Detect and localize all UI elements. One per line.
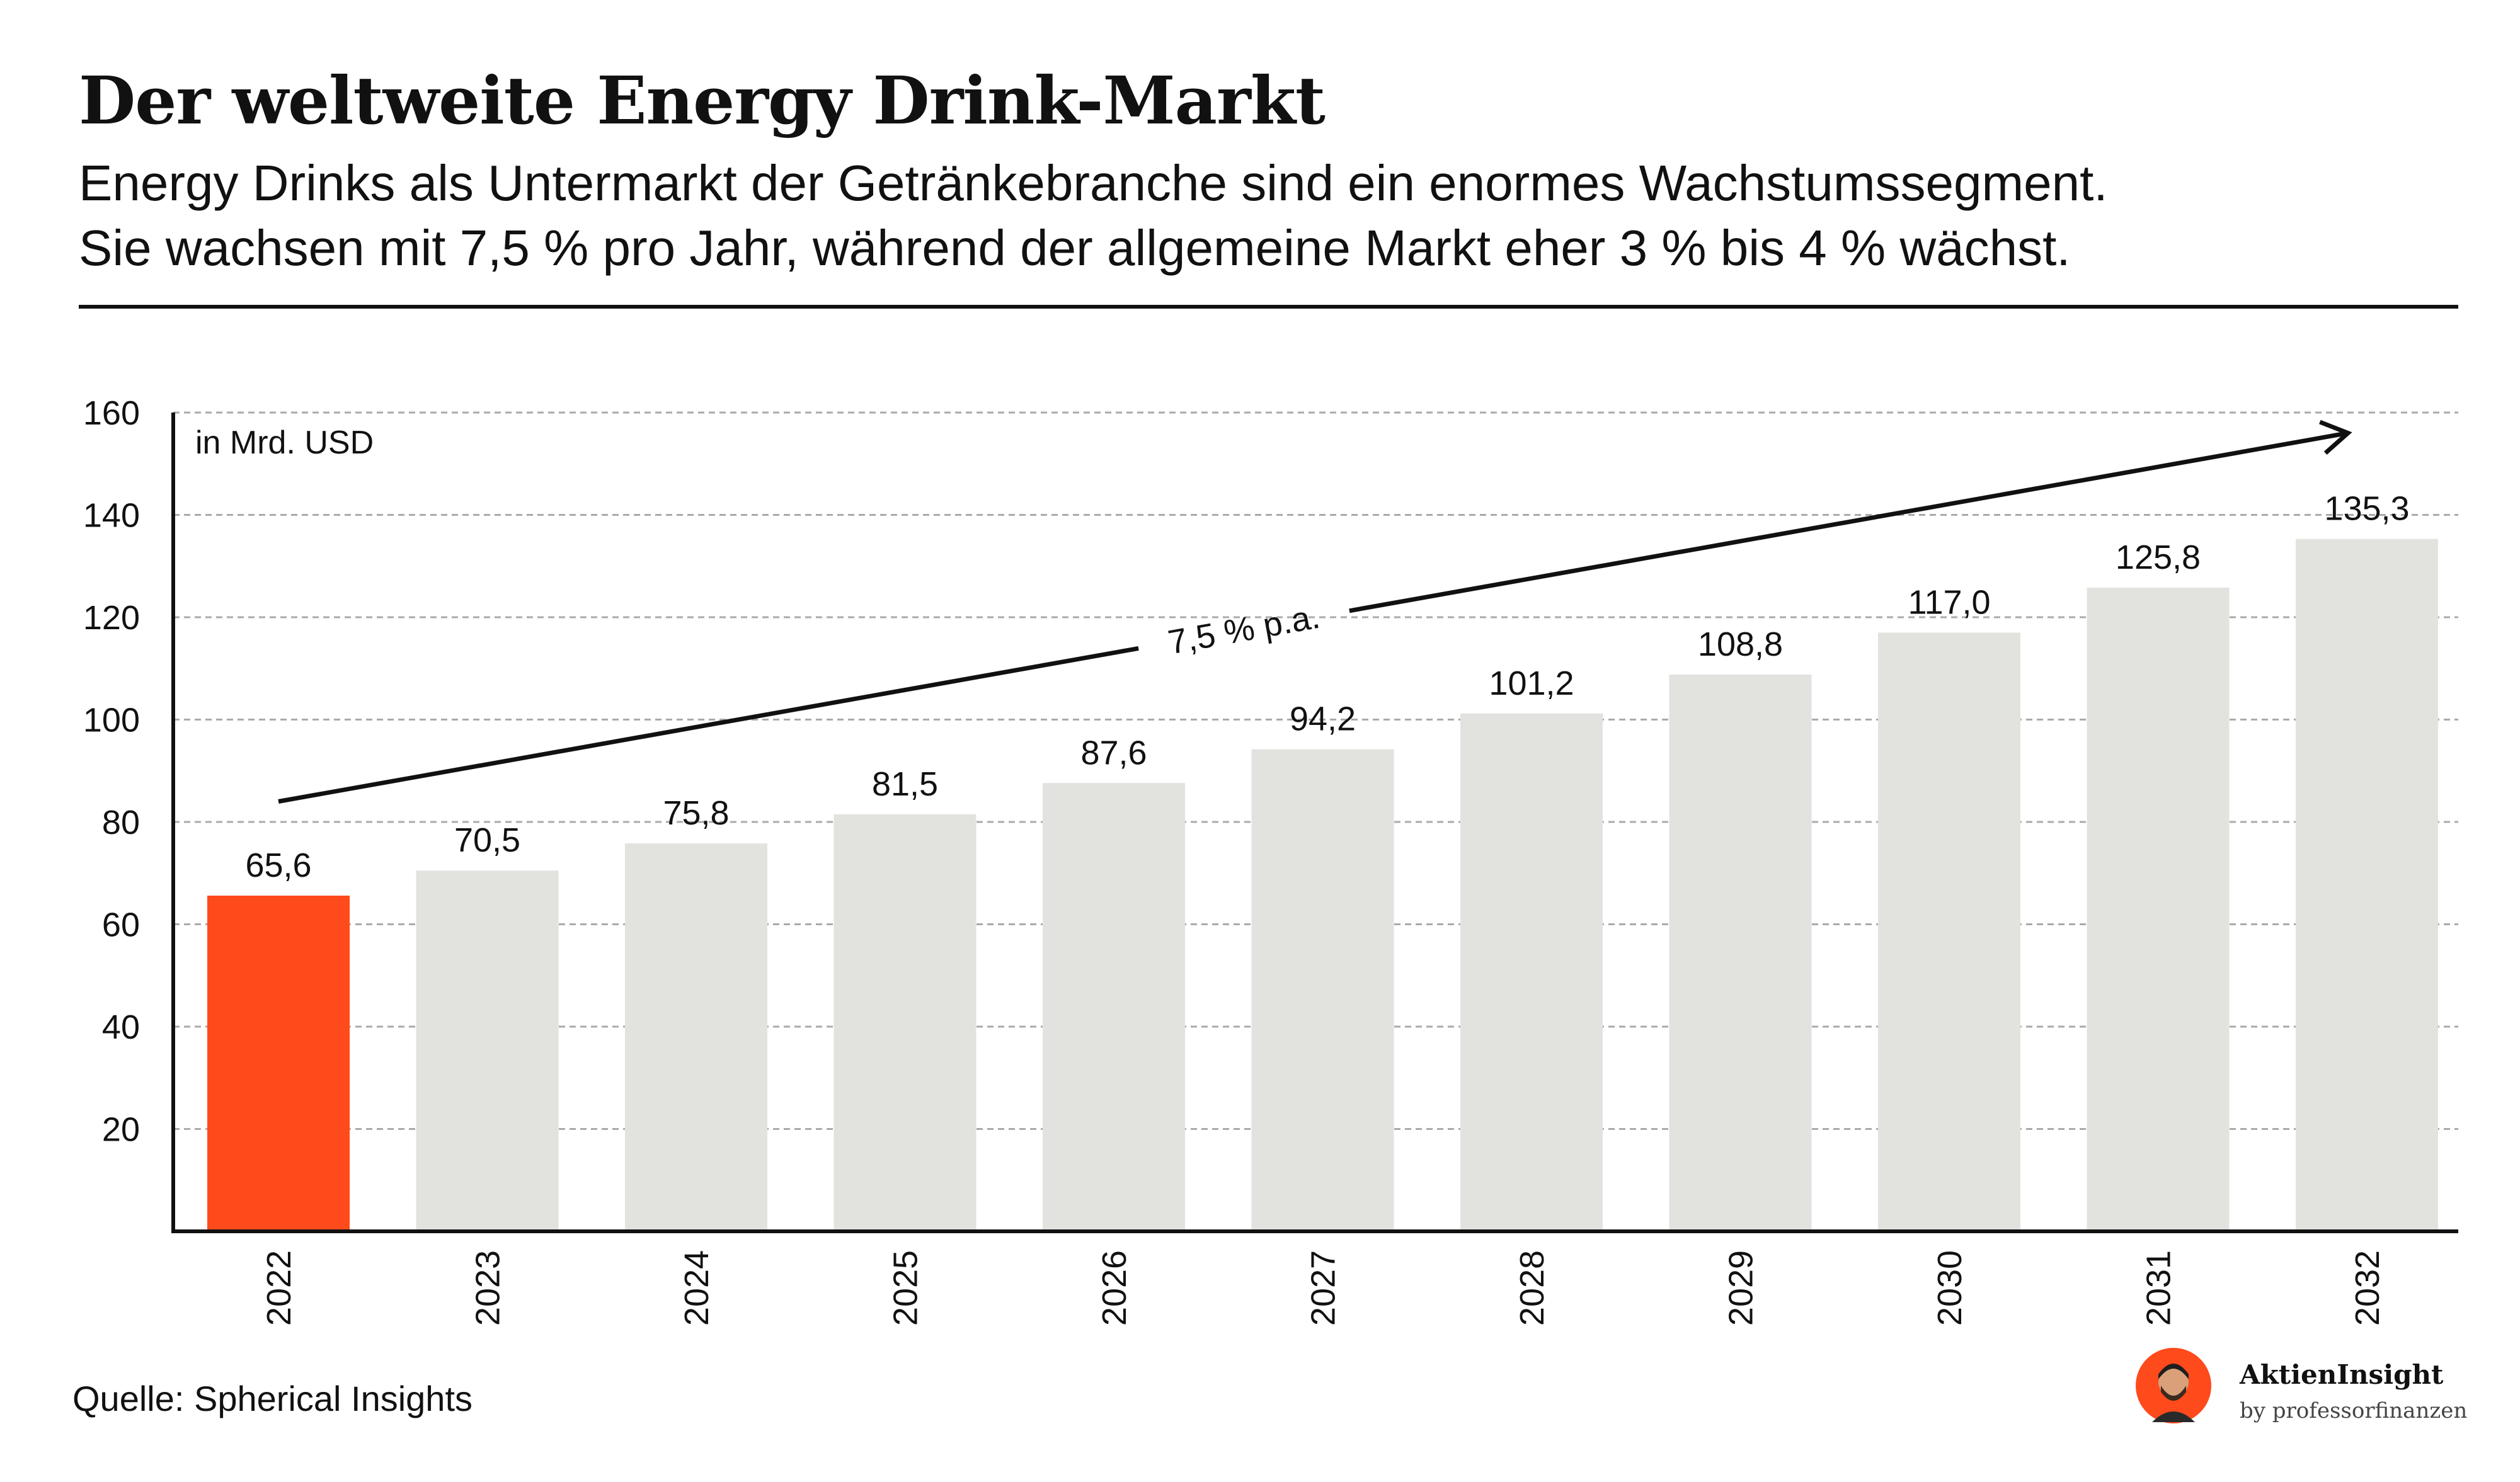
bar-2027 (1251, 749, 1394, 1231)
bar-2024 (625, 843, 767, 1231)
value-label-2022: 65,6 (245, 846, 311, 884)
y-tick-label: 140 (83, 497, 140, 535)
x-tick-label-2022: 2022 (260, 1250, 298, 1326)
bar-2023 (416, 870, 559, 1231)
x-tick-label-2023: 2023 (469, 1250, 507, 1326)
y-tick-label: 160 (83, 394, 140, 432)
header-divider (79, 305, 2458, 309)
trend-line (1349, 431, 2349, 613)
value-label-2027: 94,2 (1290, 700, 1356, 738)
avatar-icon (2136, 1348, 2211, 1423)
y-tick-label: 60 (102, 906, 140, 944)
value-label-2025: 81,5 (872, 765, 938, 803)
y-tick-label: 20 (102, 1111, 140, 1149)
x-tick-label-2030: 2030 (1931, 1250, 1969, 1326)
x-tick-label-2024: 2024 (678, 1250, 716, 1326)
x-tick-label-2029: 2029 (1722, 1250, 1760, 1326)
subtitle-line-2: Sie wachsen mit 7,5 % pro Jahr, während … (79, 220, 2071, 276)
bar-2031 (2087, 587, 2230, 1231)
trend-arrowhead (2319, 419, 2352, 455)
value-label-2029: 108,8 (1698, 625, 1783, 663)
x-tick-label-2028: 2028 (1513, 1250, 1551, 1326)
subtitle-line-1: Energy Drinks als Untermarkt der Getränk… (79, 155, 2108, 211)
brand-name: AktienInsight (2240, 1359, 2444, 1390)
bar-2029 (1669, 675, 1812, 1231)
x-tick-label-2031: 2031 (2140, 1250, 2178, 1326)
x-tick-label-2032: 2032 (2349, 1250, 2386, 1326)
bar-2026 (1043, 783, 1185, 1231)
trend-label: 7,5 % p.a. (1166, 598, 1323, 662)
bar-2022 (207, 896, 350, 1231)
y-tick-label: 80 (102, 804, 140, 841)
trend-line (278, 646, 1139, 804)
bar-2032 (2296, 539, 2438, 1231)
source-note: Quelle: Spherical Insights (72, 1379, 473, 1418)
value-label-2032: 135,3 (2324, 490, 2409, 528)
value-label-2028: 101,2 (1489, 664, 1574, 702)
bar-2025 (833, 814, 976, 1231)
y-tick-label: 120 (83, 599, 140, 637)
value-label-2023: 70,5 (454, 821, 520, 859)
unit-label: in Mrd. USD (195, 425, 374, 461)
value-label-2031: 125,8 (2116, 539, 2201, 576)
x-tick-label-2027: 2027 (1305, 1250, 1343, 1326)
brand-byline: by professorfinanzen (2240, 1398, 2468, 1423)
x-tick-label-2026: 2026 (1096, 1250, 1133, 1326)
value-label-2030: 117,0 (1908, 583, 1990, 621)
bar-2030 (1878, 632, 2020, 1231)
y-tick-label: 40 (102, 1008, 140, 1046)
chart-title: Der weltweite Energy Drink-Markt (79, 62, 1326, 139)
value-label-2024: 75,8 (663, 794, 729, 832)
value-label-2026: 87,6 (1080, 734, 1147, 772)
y-tick-label: 100 (83, 702, 140, 739)
bar-2028 (1460, 713, 1603, 1231)
x-tick-label-2025: 2025 (887, 1250, 925, 1326)
